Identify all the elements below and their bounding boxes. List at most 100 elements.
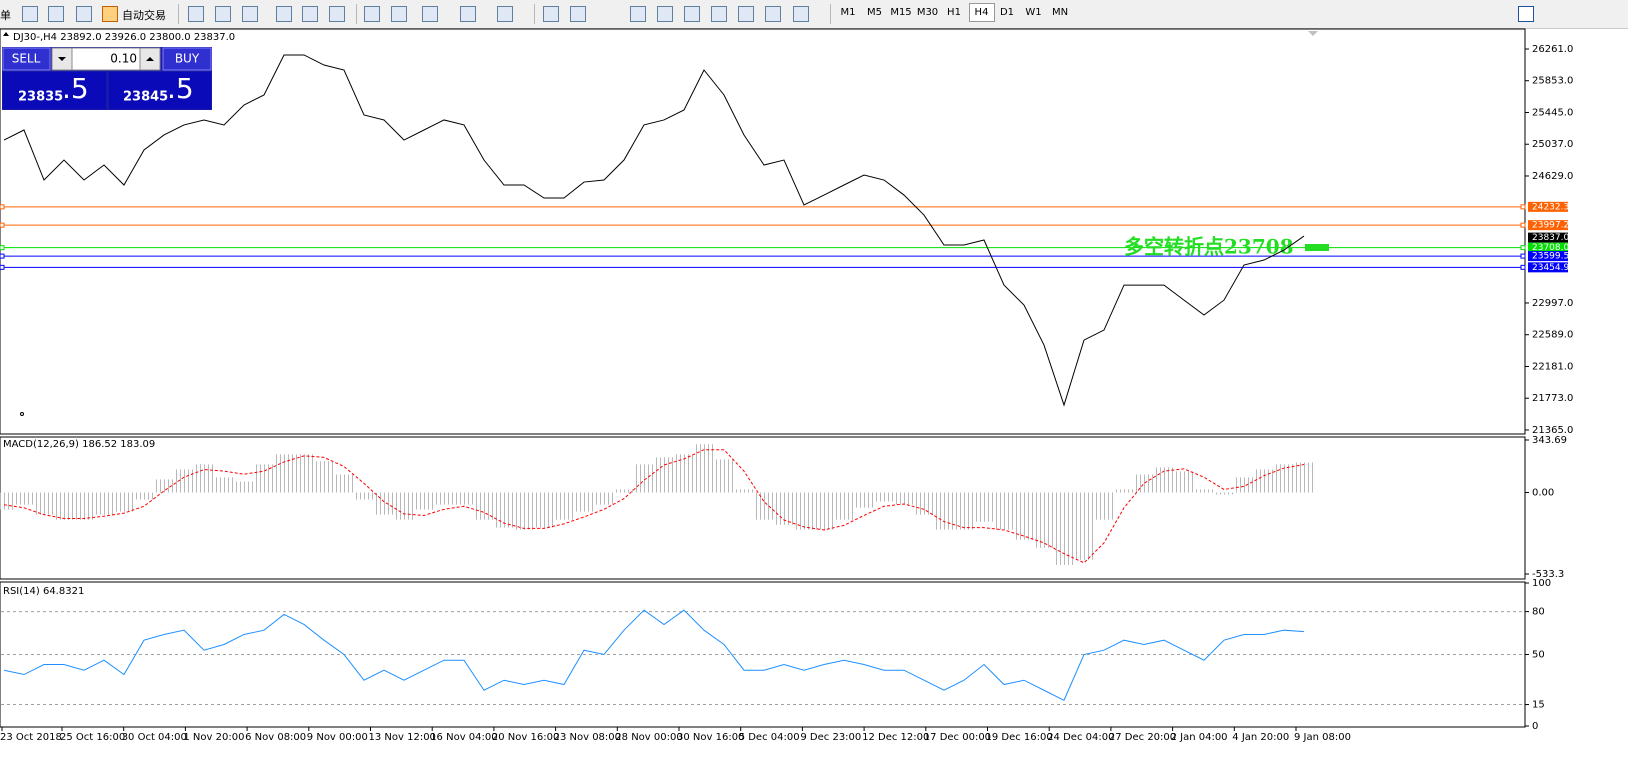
- timeframe-button[interactable]: M5: [867, 7, 882, 18]
- timeframe-button[interactable]: MN: [1051, 7, 1069, 18]
- icon[interactable]: [765, 6, 781, 22]
- icon[interactable]: [188, 6, 204, 22]
- macd-bar: [334, 474, 354, 493]
- macd-bar: [874, 492, 894, 502]
- macd-bar: [914, 492, 934, 515]
- macd-bar: [1054, 492, 1074, 565]
- dot: [20, 412, 24, 416]
- search-icon[interactable]: [1518, 6, 1534, 22]
- macd-bar: [474, 492, 494, 520]
- icon[interactable]: [276, 6, 292, 22]
- y-tick-label: 50: [1532, 650, 1545, 661]
- icon[interactable]: [242, 6, 258, 22]
- icon[interactable]: [215, 6, 231, 22]
- macd-bar: [954, 492, 974, 530]
- icon[interactable]: [657, 6, 673, 22]
- buy-price-box[interactable]: [109, 72, 211, 109]
- sell-label[interactable]: SELL: [12, 52, 41, 66]
- menu-fragment: 单: [0, 9, 11, 22]
- auto-trade[interactable]: 自动交易: [122, 9, 166, 22]
- icon[interactable]: [460, 6, 476, 22]
- macd-bar: [994, 492, 1014, 530]
- icon[interactable]: [422, 6, 438, 22]
- icon[interactable]: [630, 6, 646, 22]
- rsi-panel: [0, 581, 1526, 728]
- y-tick-label: 80: [1532, 607, 1545, 618]
- timeframe-button[interactable]: H4: [968, 3, 995, 22]
- macd-bar: [794, 492, 814, 530]
- timeframe-button[interactable]: M30: [916, 7, 939, 18]
- y-tick-label: 21365.0: [1532, 425, 1573, 436]
- icon[interactable]: [543, 6, 559, 22]
- macd-bar: [1234, 477, 1254, 493]
- timeframe-button[interactable]: W1: [1025, 7, 1042, 18]
- y-tick-label: 15: [1532, 700, 1545, 711]
- price-label-bg: [1528, 242, 1568, 253]
- timeframe-button[interactable]: M15: [890, 7, 912, 18]
- separator: [830, 4, 831, 24]
- sell-button[interactable]: [2, 47, 51, 71]
- time-label: 19 Dec 16:00: [986, 732, 1053, 743]
- buy-label[interactable]: BUY: [175, 52, 200, 66]
- icon[interactable]: [329, 6, 345, 22]
- arrow: [58, 57, 66, 61]
- macd-bar: [774, 492, 794, 525]
- icon[interactable]: [497, 6, 513, 22]
- auto-trade-icon[interactable]: [102, 6, 118, 22]
- icon[interactable]: [684, 6, 700, 22]
- header-marker: [3, 32, 9, 36]
- y-tick-label: 25445.0: [1532, 107, 1573, 118]
- price-label: 23599.5: [1532, 252, 1569, 262]
- icon[interactable]: [364, 6, 380, 22]
- line-handle: [1520, 222, 1526, 228]
- icon[interactable]: [391, 6, 407, 22]
- macd-bar: [114, 492, 134, 512]
- time-label: 13 Nov 12:00: [369, 732, 436, 743]
- time-label: 12 Dec 12:00: [862, 732, 929, 743]
- icon[interactable]: [570, 6, 586, 22]
- time-label: 9 Jan 08:00: [1294, 732, 1351, 743]
- macd-bar: [654, 457, 674, 493]
- lot-value[interactable]: 0.10: [110, 52, 137, 66]
- macd-bar: [534, 492, 554, 528]
- macd-bar: [1094, 492, 1114, 520]
- time-label: 1 Nov 20:00: [183, 732, 244, 743]
- timeframe-button[interactable]: D1: [999, 7, 1015, 18]
- macd-bar: [134, 492, 154, 500]
- timeframe-button[interactable]: H1: [947, 7, 961, 18]
- macd-bar: [854, 492, 874, 508]
- macd-bar: [194, 464, 214, 493]
- time-label: 25 Oct 16:00: [60, 732, 125, 743]
- icon[interactable]: [48, 6, 64, 22]
- macd-bar: [154, 479, 174, 493]
- icon[interactable]: [76, 6, 92, 22]
- line-handle: [0, 222, 5, 228]
- arrow: [146, 57, 154, 61]
- macd-bar: [934, 492, 954, 530]
- time-label: 23 Nov 08:00: [554, 732, 621, 743]
- buy-button[interactable]: [162, 47, 212, 71]
- macd-bar: [0, 492, 14, 510]
- sell-price-box[interactable]: [3, 72, 106, 109]
- macd-bar: [634, 464, 654, 493]
- chart-header: DJ30-,H4 23892.0 23926.0 23800.0 23837.0: [13, 32, 235, 43]
- macd-bar: [974, 492, 994, 522]
- macd-bar: [614, 489, 634, 493]
- time-label: 23 Oct 2018: [0, 732, 62, 743]
- marker-bar: [1305, 244, 1329, 251]
- icon[interactable]: [22, 6, 38, 22]
- line-handle: [0, 204, 5, 210]
- macd-bar: [454, 492, 474, 505]
- line-handle: [1520, 253, 1526, 259]
- icon[interactable]: [738, 6, 754, 22]
- macd-bar: [1134, 474, 1154, 493]
- icon[interactable]: [793, 6, 809, 22]
- time-label: 17 Dec 00:00: [924, 732, 991, 743]
- price-label-bg: [1528, 262, 1568, 273]
- y-tick-label: 22997.0: [1532, 298, 1573, 309]
- macd-bar: [894, 492, 914, 505]
- icon[interactable]: [302, 6, 318, 22]
- icon[interactable]: [711, 6, 727, 22]
- timeframe-button[interactable]: M1: [840, 7, 856, 18]
